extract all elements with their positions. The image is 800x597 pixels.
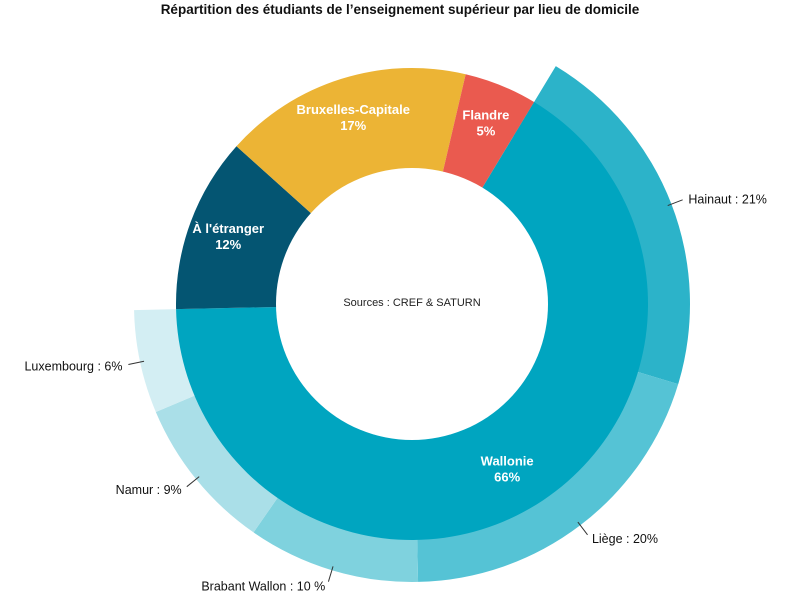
outer-label-brabant-wallon: Brabant Wallon : 10 % — [201, 580, 325, 594]
leader-line — [128, 360, 145, 366]
inner-slice-bruxelles-capitale — [236, 68, 466, 214]
inner-slice-flandre — [442, 74, 535, 189]
outer-label-liege: Liège : 20% — [592, 532, 658, 546]
inner-ring — [176, 68, 649, 540]
leader-line — [327, 566, 334, 582]
inner-label-flandre: Flandre — [462, 107, 509, 122]
inner-label-wallonie: Wallonie — [481, 453, 534, 468]
inner-pct-wallonie: 66% — [494, 469, 520, 484]
center-hole — [276, 168, 548, 440]
inner-slice-wallonie — [176, 102, 649, 540]
outer-slice-namur — [155, 380, 301, 533]
outer-label-luxembourg: Luxembourg : 6% — [24, 359, 122, 373]
chart-title: Répartition des étudiants de l’enseignem… — [161, 2, 640, 17]
outer-label-namur: Namur : 9% — [116, 483, 182, 497]
inner-label-a-l-etranger: À l'étranger — [192, 221, 264, 236]
leader-line — [186, 476, 200, 488]
inner-pct-a-l-etranger: 12% — [215, 237, 241, 252]
source-note: Sources : CREF & SATURN — [343, 297, 480, 309]
inner-pct-flandre: 5% — [476, 123, 495, 138]
leader-line — [577, 521, 588, 536]
outer-label-hainaut: Hainaut : 21% — [688, 192, 767, 206]
inner-pct-bruxelles-capitale: 17% — [340, 118, 366, 133]
leader-line — [667, 199, 683, 207]
inner-label-bruxelles-capitale: Bruxelles-Capitale — [297, 102, 410, 117]
inner-slice-a-l-etranger — [176, 146, 312, 310]
